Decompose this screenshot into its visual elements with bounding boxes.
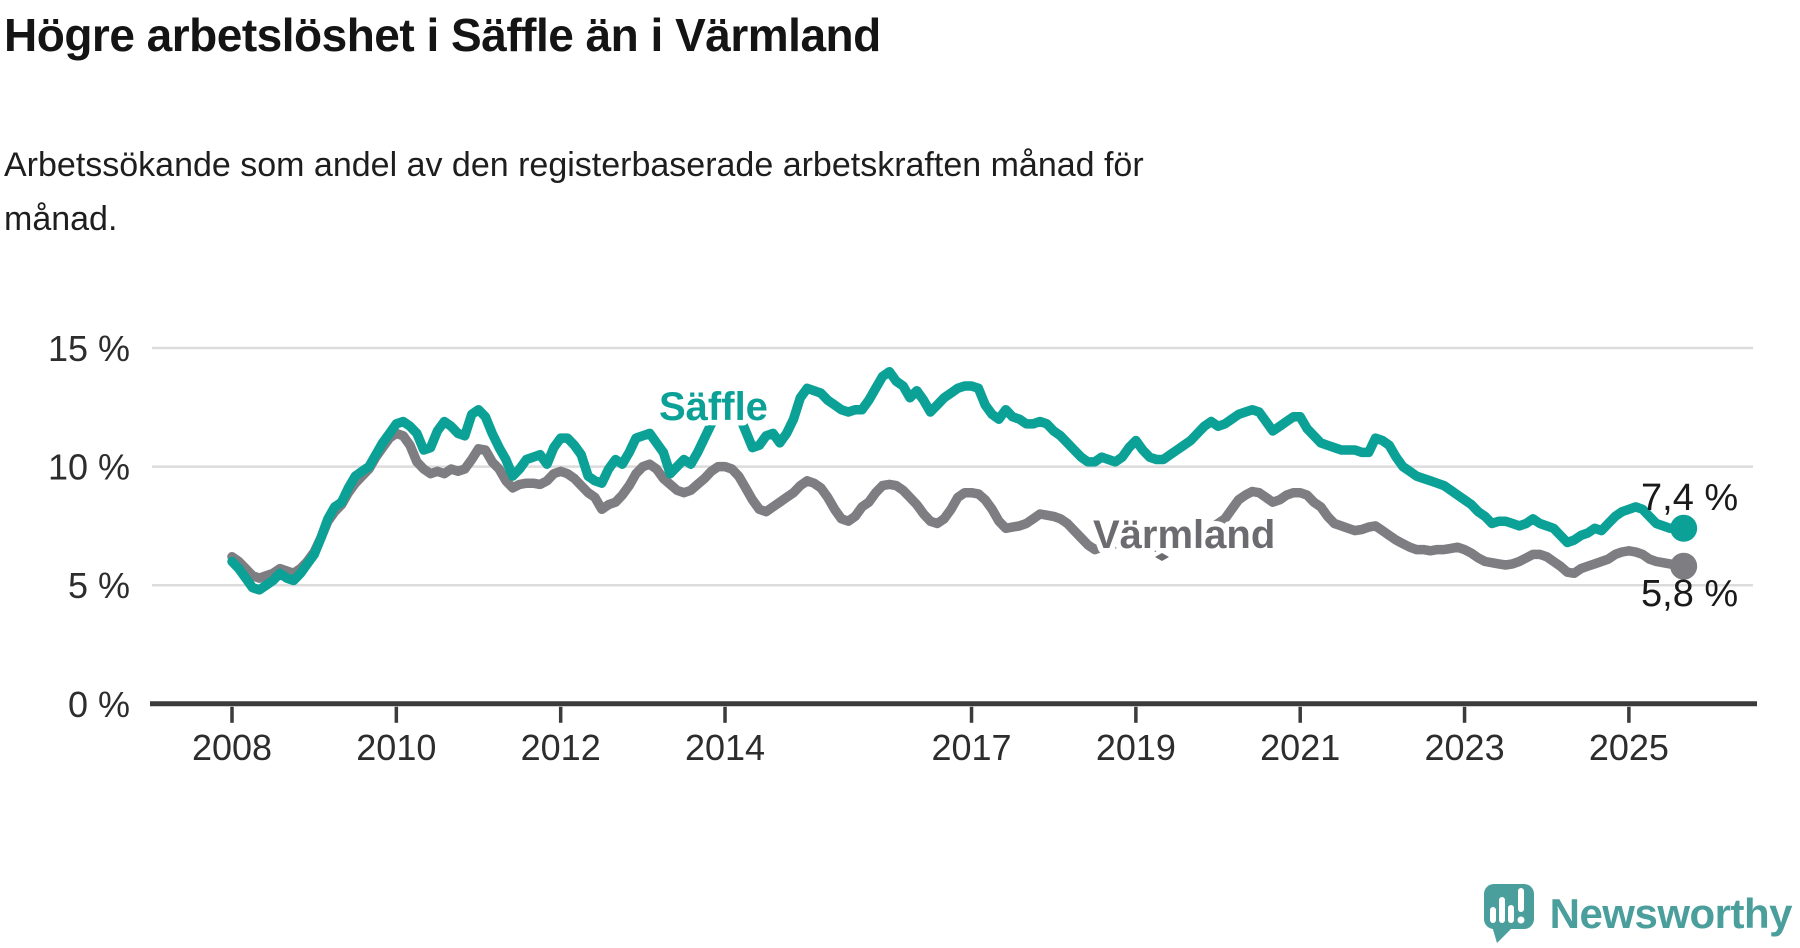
y-tick-label-5: 5 % <box>68 565 130 606</box>
x-tick-label-2023: 2023 <box>1425 727 1505 768</box>
chart-subtitle-line2: månad. <box>4 200 118 238</box>
chart-title: Högre arbetslöshet i Säffle än i Värmlan… <box>4 9 881 61</box>
x-tick-label-2008: 2008 <box>192 727 272 768</box>
end-value-label-sffle: 7,4 % <box>1641 477 1738 519</box>
end-dot-vrmland <box>1670 552 1698 580</box>
chart-subtitle: Arbetssökande som andel av den registerb… <box>4 138 1144 246</box>
x-tick-label-2010: 2010 <box>356 727 436 768</box>
line-vrmland <box>227 428 1689 583</box>
series-label-pointer-vrmland <box>1155 553 1169 561</box>
y-tick-label-10: 10 % <box>48 447 130 488</box>
line-chart: 0 % 5 % 10 % 15 % 2008 2010 2012 2014 2017 2019 20… <box>48 328 1757 768</box>
brand-name: Newsworthy <box>1549 890 1793 937</box>
y-tick-label-15: 15 % <box>48 328 130 369</box>
x-tick-label-2021: 2021 <box>1260 727 1340 768</box>
end-value-label-vrmland: 5,8 % <box>1641 573 1738 615</box>
end-dot-sffle <box>1670 514 1698 542</box>
y-tick-label-0: 0 % <box>68 684 130 725</box>
x-tick-label-2017: 2017 <box>931 727 1011 768</box>
series-label-sffle: Säffle <box>659 385 768 429</box>
chart-subtitle-line1: Arbetssökande som andel av den registerb… <box>4 146 1144 184</box>
series-label-vrmland: Värmland <box>1093 513 1275 557</box>
x-tick-label-2019: 2019 <box>1096 727 1176 768</box>
x-tick-label-2025: 2025 <box>1589 727 1669 768</box>
x-tick-label-2012: 2012 <box>521 727 601 768</box>
line-sffle <box>227 366 1689 595</box>
brand-footer: Newsworthy <box>1483 884 1793 944</box>
x-tick-label-2014: 2014 <box>685 727 765 768</box>
newsworthy-logo-icon <box>1483 884 1534 943</box>
